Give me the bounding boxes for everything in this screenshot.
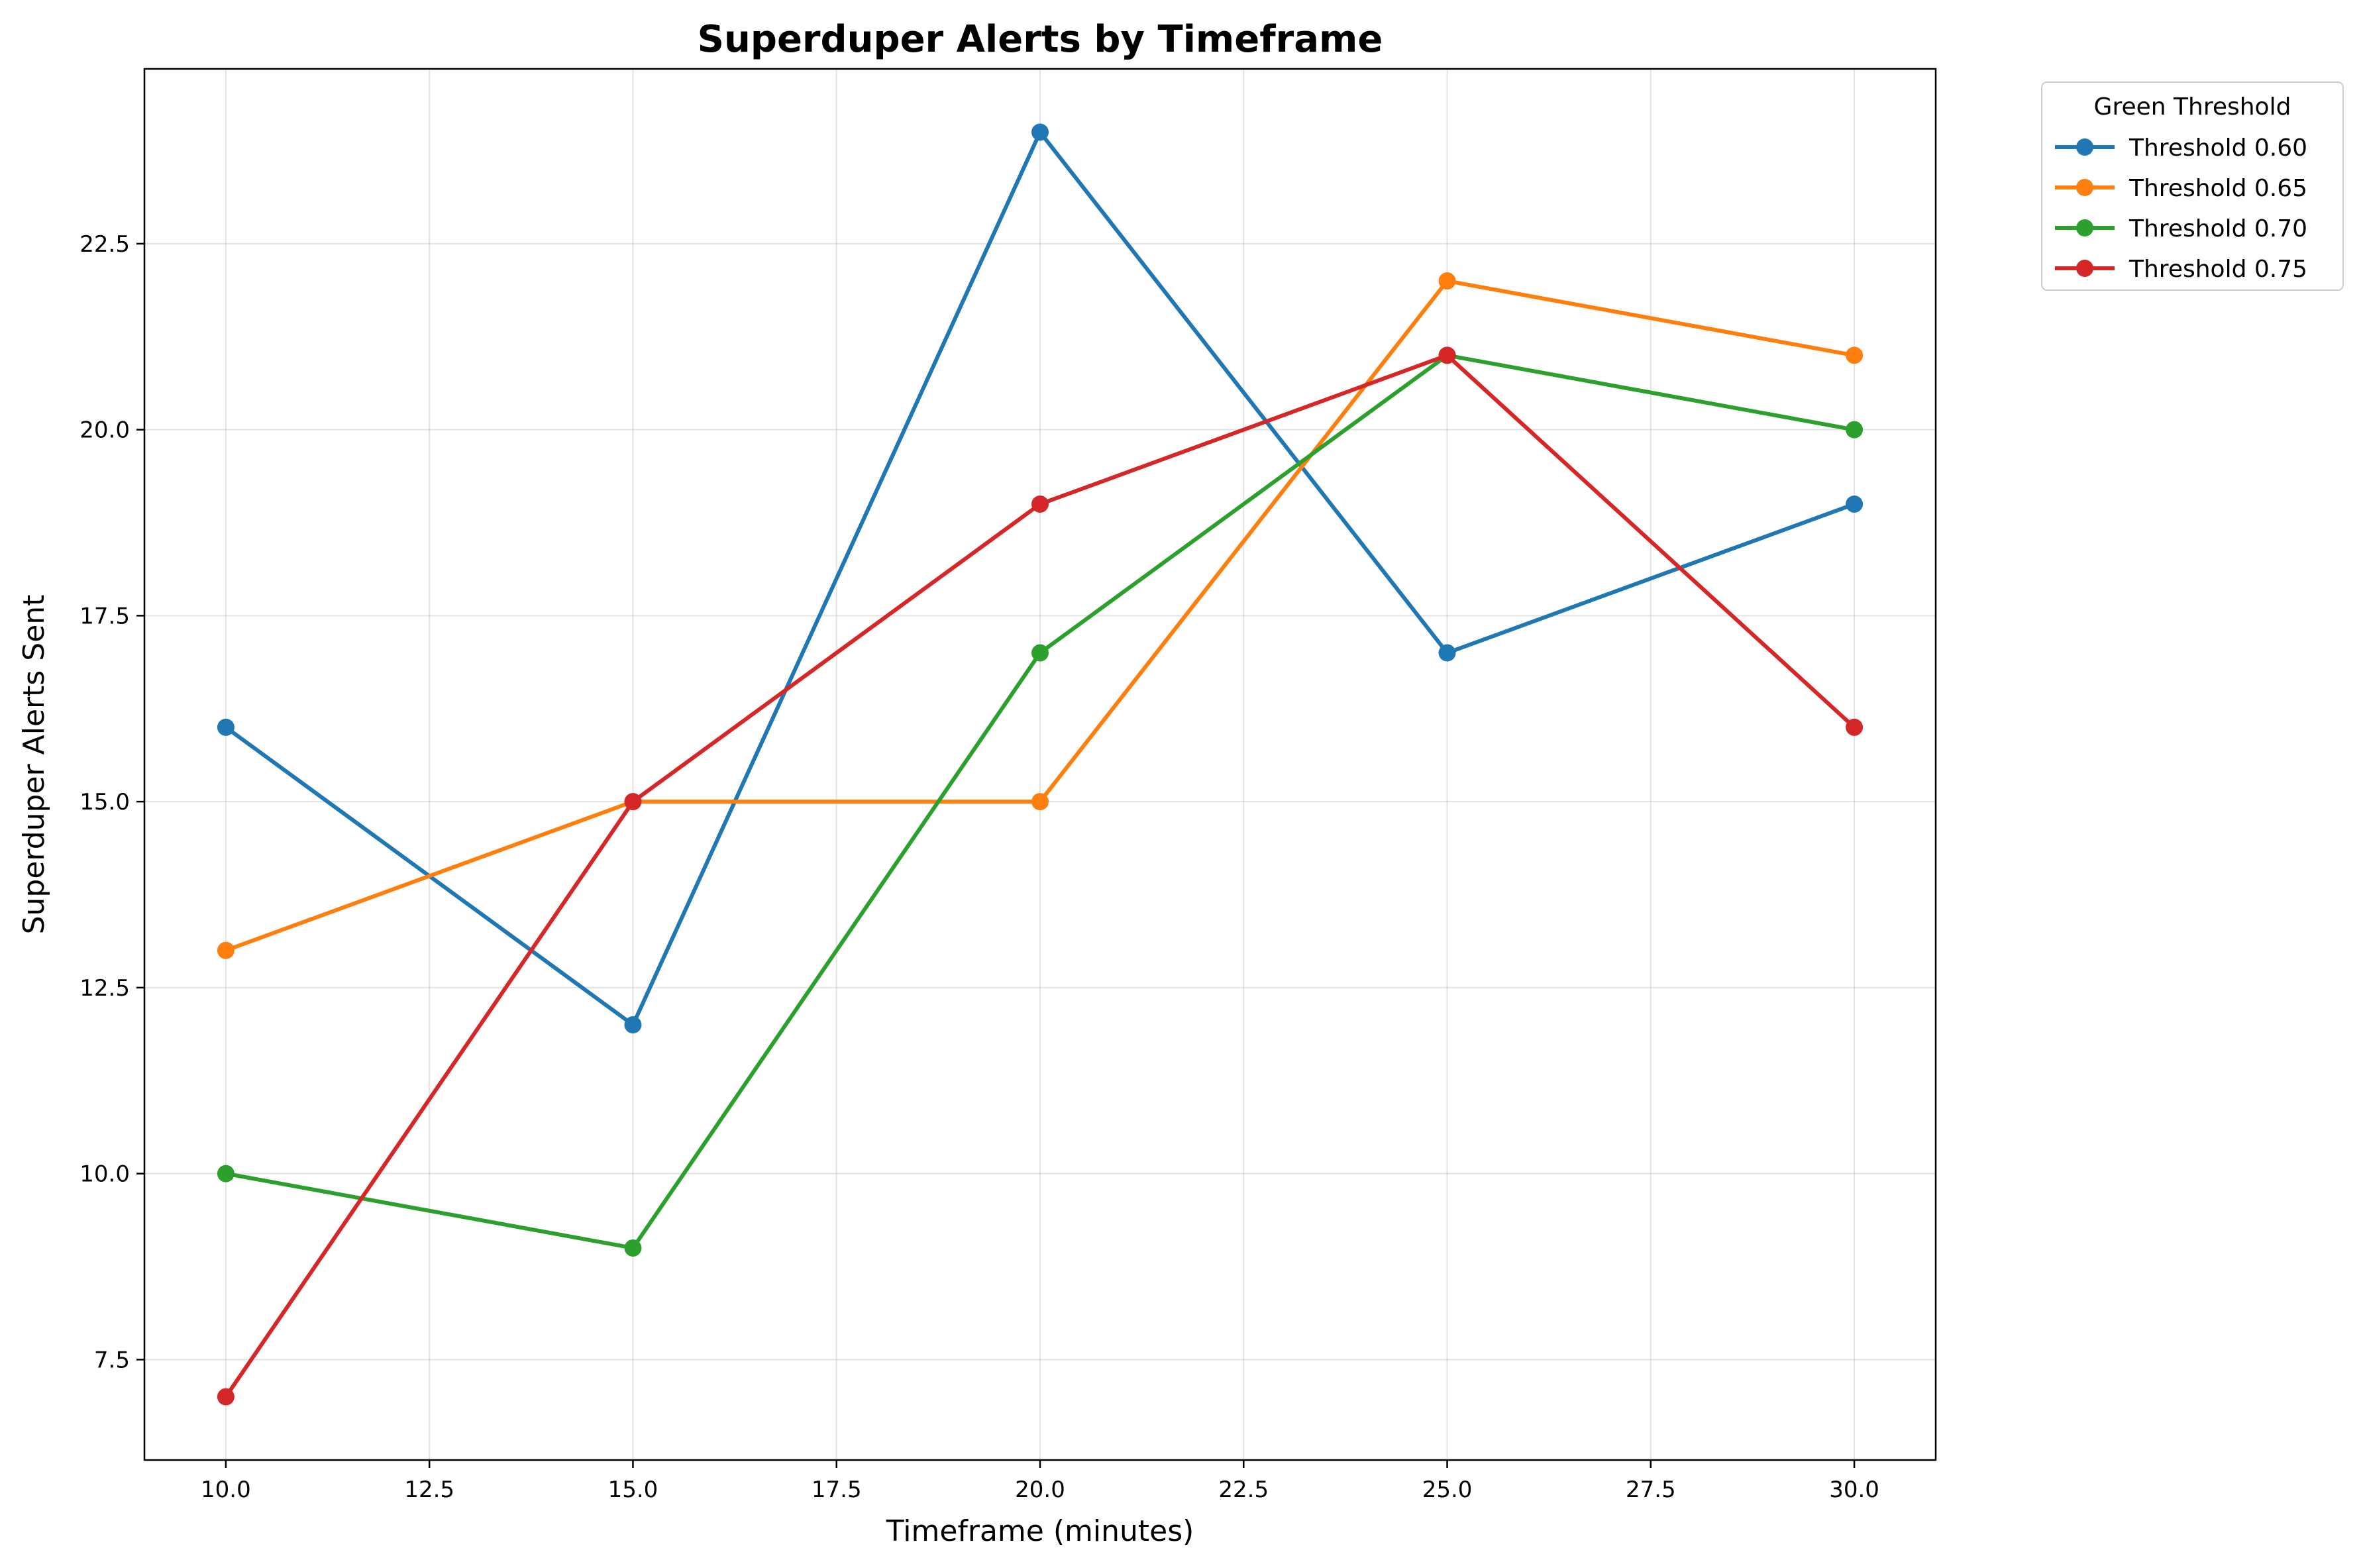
legend-swatch-marker — [2076, 179, 2093, 196]
legend-label: Threshold 0.70 — [2128, 215, 2307, 242]
data-point — [217, 1388, 235, 1406]
legend-swatch-marker — [2076, 138, 2093, 156]
x-tick-label: 10.0 — [201, 1477, 251, 1503]
data-point — [217, 941, 235, 959]
y-tick-label: 15.0 — [79, 789, 130, 815]
legend-swatch-marker — [2076, 219, 2093, 236]
data-point — [1031, 495, 1049, 513]
data-point — [1846, 346, 1864, 364]
x-axis-label: Timeframe (minutes) — [886, 1514, 1194, 1548]
data-point — [1438, 346, 1456, 364]
data-point — [624, 1016, 642, 1034]
data-point — [1846, 718, 1864, 736]
y-tick-label: 17.5 — [79, 603, 130, 629]
data-point — [217, 1165, 235, 1182]
series-group — [217, 123, 1864, 1034]
legend-items: Threshold 0.60 Threshold 0.65 Threshold 0.… — [2055, 134, 2307, 283]
x-tick-label: 20.0 — [1015, 1477, 1065, 1503]
x-tick-label: 27.5 — [1626, 1477, 1676, 1503]
data-point — [1438, 644, 1456, 662]
legend-title: Green Threshold — [2094, 93, 2291, 121]
chart-title: Superduper Alerts by Timeframe — [698, 18, 1383, 61]
legend-label: Threshold 0.60 — [2128, 134, 2307, 162]
legend-item: Threshold 0.60 — [2055, 134, 2307, 162]
legend-item: Threshold 0.65 — [2055, 175, 2307, 202]
data-point — [624, 1239, 642, 1257]
y-tick-label: 12.5 — [79, 975, 130, 1002]
legend-box — [2041, 81, 2344, 291]
x-tick-label: 17.5 — [812, 1477, 862, 1503]
tick-layer: 10.0 12.5 15.0 17.5 20.0 22.5 25.0 27.5 30.0 7.5 1… — [79, 231, 1879, 1503]
y-tick-label: 7.5 — [94, 1347, 130, 1373]
y-tick-label: 20.0 — [79, 417, 130, 444]
legend-label: Threshold 0.75 — [2128, 256, 2307, 283]
data-point — [1031, 123, 1049, 141]
y-tick-label: 10.0 — [79, 1161, 130, 1188]
x-tick-label: 25.0 — [1422, 1477, 1473, 1503]
x-tick-label: 12.5 — [404, 1477, 454, 1503]
data-point — [1031, 793, 1049, 811]
x-tick-label: 22.5 — [1218, 1477, 1269, 1503]
x-tick-label: 15.0 — [608, 1477, 658, 1503]
y-tick-label: 22.5 — [79, 231, 130, 258]
legend-label: Threshold 0.65 — [2128, 175, 2307, 202]
data-point — [1031, 644, 1049, 662]
x-tick-label: 30.0 — [1829, 1477, 1879, 1503]
data-point — [1846, 421, 1864, 439]
series-layer — [217, 123, 1864, 1406]
data-point — [624, 793, 642, 811]
legend-swatch-marker — [2076, 260, 2093, 277]
data-point — [217, 718, 235, 736]
legend-item: Threshold 0.75 — [2055, 256, 2307, 283]
legend: Green Threshold Threshold 0.60Threshold … — [2041, 81, 2344, 291]
data-point — [1438, 272, 1456, 290]
series-group — [217, 346, 1864, 1406]
data-point — [1846, 495, 1864, 513]
y-axis-label: Superduper Alerts Sent — [17, 595, 51, 935]
legend-item: Threshold 0.70 — [2055, 215, 2307, 242]
